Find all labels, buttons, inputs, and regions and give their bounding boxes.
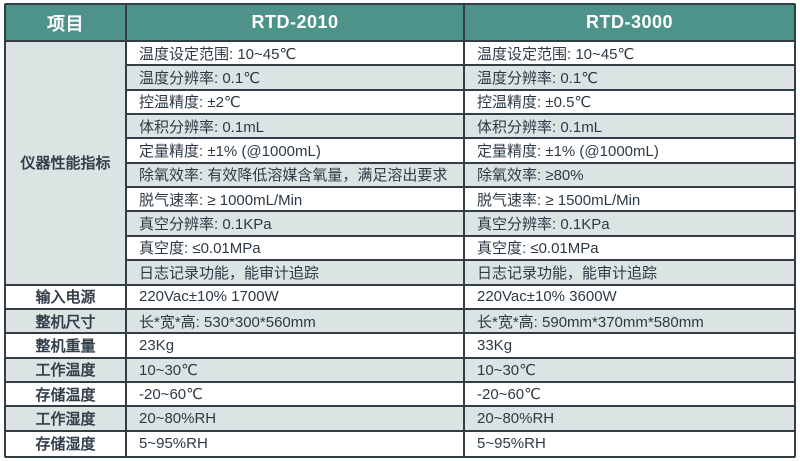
perf-temp-accuracy-rtd3000: 控温精度: ±0.5℃ xyxy=(465,90,794,116)
header-col-rtd3000: RTD-3000 xyxy=(465,5,794,42)
perf-dosing-accuracy-rtd2010: 定量精度: ±1% (@1000mL) xyxy=(127,139,465,164)
spec-label-dimensions: 整机尺寸 xyxy=(6,309,127,335)
perf-degas-rate-rtd3000: 脱气速率: ≥ 1500mL/Min xyxy=(465,188,794,213)
spec-label-working-humidity: 工作湿度 xyxy=(6,407,127,432)
perf-vacuum-degree-rtd2010: 真空度: ≤0.01MPa xyxy=(127,236,465,262)
spec-working-humidity-rtd3000: 20~80%RH xyxy=(465,407,794,432)
spec-power-rtd2010: 220Vac±10% 1700W xyxy=(127,285,465,310)
perf-temp-range-rtd3000: 温度设定范围: 10~45℃ xyxy=(465,42,794,67)
spec-dimensions-rtd3000: 长*宽*高: 590mm*370mm*580mm xyxy=(465,309,794,335)
perf-degas-rate-rtd2010: 脱气速率: ≥ 1000mL/Min xyxy=(127,188,465,213)
perf-vacuum-resolution-rtd2010: 真空分辨率: 0.1KPa xyxy=(127,212,465,237)
spec-label-weight: 整机重量 xyxy=(6,334,127,359)
spec-weight-rtd2010: 23Kg xyxy=(127,334,465,359)
perf-temp-resolution-rtd2010: 温度分辨率: 0.1℃ xyxy=(127,66,465,91)
spec-working-temp-rtd3000: 10~30℃ xyxy=(465,358,794,383)
spec-label-working-temp: 工作温度 xyxy=(6,358,127,383)
perf-temp-range-rtd2010: 温度设定范围: 10~45℃ xyxy=(127,42,465,67)
spec-storage-humidity-rtd3000: 5~95%RH xyxy=(465,431,794,456)
header-col-item: 项目 xyxy=(6,5,127,42)
perf-deoxygen-efficiency-rtd3000: 除氧效率: ≥80% xyxy=(465,163,794,189)
perf-dosing-accuracy-rtd3000: 定量精度: ±1% (@1000mL) xyxy=(465,139,794,164)
spec-storage-temp-rtd2010: -20~60℃ xyxy=(127,382,465,408)
perf-audit-log-rtd3000: 日志记录功能，能审计追踪 xyxy=(465,261,794,286)
spec-label-storage-temp: 存储温度 xyxy=(6,382,127,408)
perf-temp-accuracy-rtd2010: 控温精度: ±2℃ xyxy=(127,90,465,116)
spec-storage-temp-rtd3000: -20~60℃ xyxy=(465,382,794,408)
perf-temp-resolution-rtd3000: 温度分辨率: 0.1℃ xyxy=(465,66,794,91)
perf-volume-resolution-rtd3000: 体积分辨率: 0.1mL xyxy=(465,115,794,140)
perf-volume-resolution-rtd2010: 体积分辨率: 0.1mL xyxy=(127,115,465,140)
spec-storage-humidity-rtd2010: 5~95%RH xyxy=(127,431,465,456)
group-label-performance: 仪器性能指标 xyxy=(6,42,127,286)
perf-deoxygen-efficiency-rtd2010: 除氧效率: 有效降低溶媒含氧量，满足溶出要求 xyxy=(127,163,465,189)
spec-working-humidity-rtd2010: 20~80%RH xyxy=(127,407,465,432)
spec-working-temp-rtd2010: 10~30℃ xyxy=(127,358,465,383)
perf-vacuum-degree-rtd3000: 真空度: ≤0.01MPa xyxy=(465,236,794,262)
spec-label-storage-humidity: 存储湿度 xyxy=(6,431,127,456)
spec-label-power: 输入电源 xyxy=(6,285,127,310)
perf-audit-log-rtd2010: 日志记录功能，能审计追踪 xyxy=(127,261,465,286)
perf-vacuum-resolution-rtd3000: 真空分辨率: 0.1KPa xyxy=(465,212,794,237)
header-col-rtd2010: RTD-2010 xyxy=(127,5,465,42)
spec-weight-rtd3000: 33Kg xyxy=(465,334,794,359)
product-spec-table: 项目 RTD-2010 RTD-3000 仪器性能指标 温度设定范围: 10~4… xyxy=(4,3,796,458)
spec-dimensions-rtd2010: 长*宽*高: 530*300*560mm xyxy=(127,309,465,335)
spec-power-rtd3000: 220Vac±10% 3600W xyxy=(465,285,794,310)
